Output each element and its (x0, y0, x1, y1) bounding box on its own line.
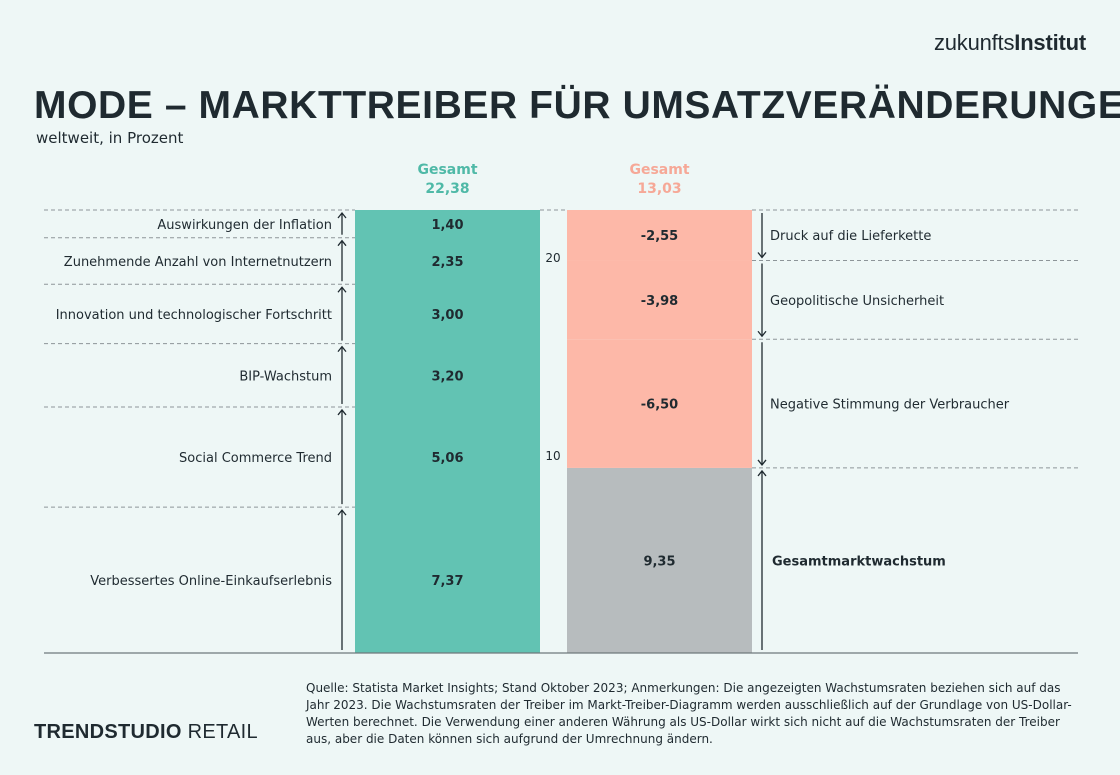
negative-segment-bar (567, 339, 752, 468)
negative-header: Gesamt (629, 162, 689, 178)
positive-segment-arrow-head (337, 345, 347, 353)
negative-segment-label: Geopolitische Unsicherheit (770, 294, 944, 309)
positive-segment-label: Zunehmende Anzahl von Internetnutzern (64, 255, 332, 270)
negative-segment-arrow-head (757, 252, 767, 259)
positive-bar (355, 210, 540, 653)
footer-brand: TRENDSTUDIO RETAIL (34, 721, 258, 743)
positive-segment-label: Auswirkungen der Inflation (157, 218, 332, 233)
positive-segment-value: 3,00 (431, 308, 463, 323)
negative-segment-value: -6,50 (641, 398, 678, 413)
positive-segment-label: Verbessertes Online-Einkaufserlebnis (90, 574, 332, 589)
positive-segment-arrow-head (337, 286, 347, 293)
negative-segment-label: Druck auf die Lieferkette (770, 229, 931, 244)
negative-segment-value: -2,55 (641, 229, 678, 244)
base-arrow-head (757, 469, 767, 477)
base-bar (567, 467, 752, 653)
brand-logo: zukunftsInstitut (933, 30, 1086, 55)
negative-segment-arrow-head (757, 459, 767, 466)
positive-total: 22,38 (425, 181, 469, 197)
positive-segment-arrow-head (337, 211, 347, 219)
positive-segment-value: 2,35 (431, 255, 463, 270)
positive-segment-label: Social Commerce Trend (179, 451, 332, 466)
positive-segment-value: 5,06 (431, 451, 463, 466)
positive-segment-label: Innovation und technologischer Fortschri… (56, 308, 332, 323)
y-tick-label: 10 (545, 449, 560, 463)
chart-title: MODE – MARKTTREIBER FÜR UMSATZVERÄNDERUN… (34, 84, 1120, 127)
chart-subtitle: weltweit, in Prozent (36, 129, 184, 147)
positive-segment-value: 1,40 (431, 218, 463, 233)
negative-segment-bar (567, 210, 752, 261)
base-value: 9,35 (643, 554, 675, 569)
positive-header: Gesamt (417, 162, 477, 178)
y-tick-label: 20 (545, 251, 560, 265)
positive-segment-value: 7,37 (431, 574, 463, 589)
base-label: Gesamtmarktwachstum (772, 554, 946, 569)
negative-segment-value: -3,98 (641, 294, 678, 309)
positive-segment-arrow-head (337, 239, 347, 247)
negative-segment-bar (567, 260, 752, 340)
positive-segment-value: 3,20 (431, 369, 463, 384)
positive-segment-arrow-head (337, 408, 347, 416)
positive-segment-arrow-head (337, 509, 347, 516)
source-note: Quelle: Statista Market Insights; Stand … (306, 681, 1072, 746)
negative-segment-label: Negative Stimmung der Verbraucher (770, 398, 1010, 413)
negative-segment-arrow-head (757, 330, 767, 338)
positive-segment-label: BIP-Wachstum (239, 369, 332, 384)
negative-total: 13,03 (637, 181, 681, 197)
